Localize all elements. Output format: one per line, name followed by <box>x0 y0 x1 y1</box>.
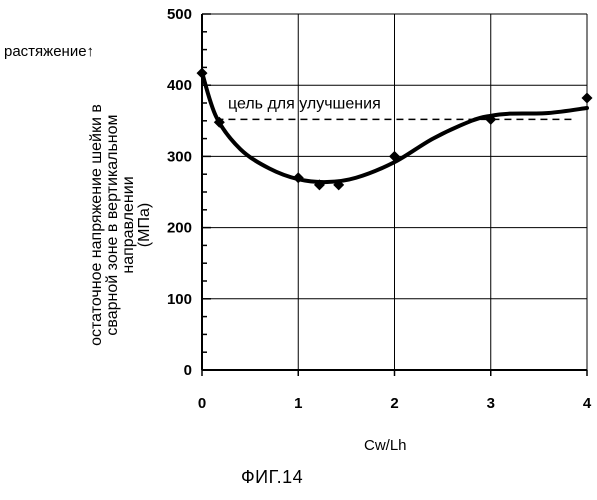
y-tick-label-0: 0 <box>184 362 192 379</box>
y-axis-label-line-4: (МПа) <box>137 65 153 385</box>
y-tick-label-100: 100 <box>167 291 192 308</box>
y-axis-label-line-3: направлении <box>121 65 137 385</box>
y-tick-label-500: 500 <box>167 6 192 23</box>
y-tick-label-300: 300 <box>167 148 192 165</box>
data-point <box>582 93 593 104</box>
x-axis-label: Cw/Lh <box>364 437 407 454</box>
y-axis-label: остаточное напряжение шейки в сварной зо… <box>89 65 153 385</box>
target-label: цель для улучшения <box>228 95 381 112</box>
tick-labels: 0 100 200 300 400 500 0 1 2 3 4 <box>167 6 592 412</box>
x-tick-label-2: 2 <box>390 395 398 412</box>
figure-caption: ФИГ.14 <box>241 467 303 488</box>
y-axis-label-line-1: остаточное напряжение шейки в <box>89 65 105 385</box>
y-axis-label-line-2: сварной зоне в вертикальном <box>105 65 121 385</box>
x-tick-label-1: 1 <box>294 395 302 412</box>
grid-lines <box>202 14 587 370</box>
y-tick-label-200: 200 <box>167 220 192 237</box>
x-tick-label-0: 0 <box>198 395 206 412</box>
tension-label: растяжение↑ <box>4 43 94 60</box>
x-tick-label-3: 3 <box>487 395 495 412</box>
x-tick-label-4: 4 <box>583 395 592 412</box>
y-tick-label-400: 400 <box>167 77 192 94</box>
data-point <box>197 68 208 79</box>
